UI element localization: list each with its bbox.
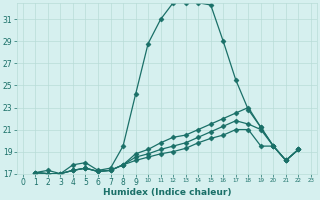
X-axis label: Humidex (Indice chaleur): Humidex (Indice chaleur) (103, 188, 231, 197)
